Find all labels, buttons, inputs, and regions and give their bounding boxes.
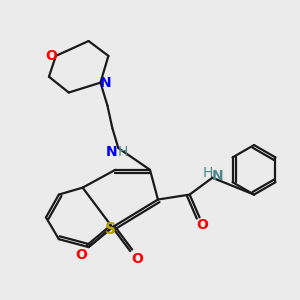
Text: S: S	[105, 222, 116, 237]
Text: N: N	[212, 169, 223, 183]
Text: N: N	[106, 145, 117, 159]
Text: O: O	[45, 49, 57, 63]
Text: N: N	[100, 76, 111, 90]
Text: O: O	[196, 218, 208, 232]
Text: H: H	[118, 145, 128, 159]
Text: O: O	[76, 248, 88, 262]
Text: O: O	[131, 252, 143, 266]
Text: H: H	[202, 166, 213, 180]
